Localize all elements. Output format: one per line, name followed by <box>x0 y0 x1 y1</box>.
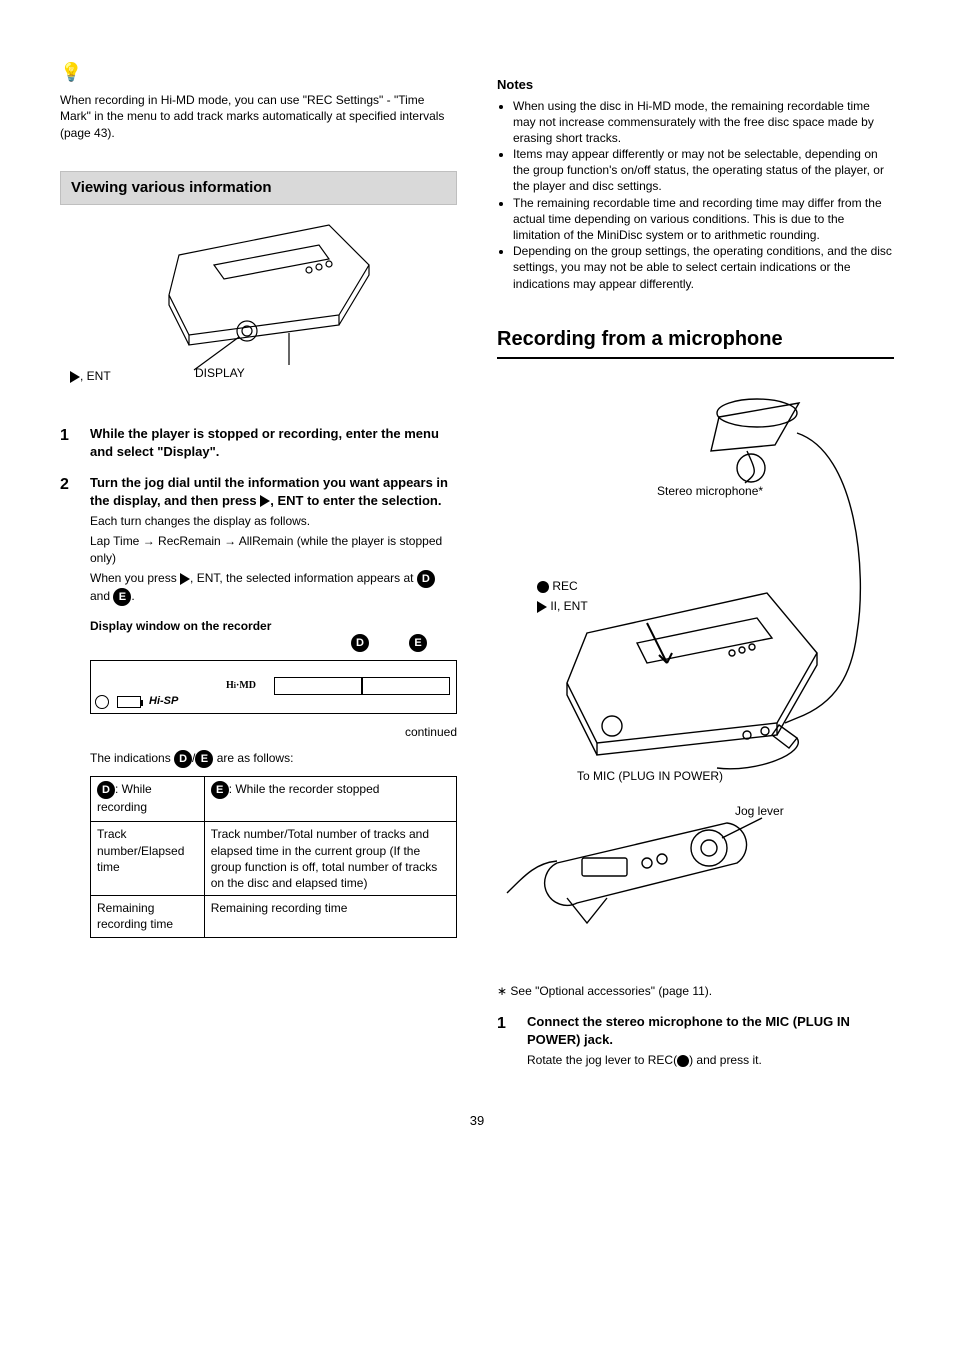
disc-icon <box>95 695 109 709</box>
play-icon <box>70 371 80 383</box>
callout-e-icon: E <box>195 750 213 768</box>
play-icon <box>180 573 190 585</box>
play-ent-label: II, ENT <box>537 598 588 614</box>
step-2: Turn the jog dial until the information … <box>60 474 457 937</box>
hi-sp-label: Hi-SP <box>149 694 178 709</box>
recorder-figure: DISPLAY , ENT <box>60 215 457 415</box>
callout-d-icon: D <box>174 750 192 768</box>
right-step-1: Connect the stereo microphone to the MIC… <box>497 1013 894 1068</box>
play-icon <box>260 495 270 507</box>
table-row: Remaining recording time Remaining recor… <box>91 896 457 937</box>
main-heading: Recording from a microphone <box>497 326 894 359</box>
recorder-svg <box>129 215 389 375</box>
note-item: Items may appear differently or may not … <box>513 146 894 195</box>
mic-figure: Stereo microphone* REC II, ENT To MIC (P… <box>497 373 894 803</box>
table-intro: The indications D/E are as follows: <box>90 750 457 768</box>
mic-jack-label: To MIC (PLUG IN POWER) <box>577 768 757 784</box>
rec-dot-icon <box>537 581 549 593</box>
note-item: The remaining recordable time and record… <box>513 195 894 244</box>
table-head-d: D: While recording <box>91 777 205 822</box>
callout-display: DISPLAY <box>195 365 245 381</box>
press-sentence: When you press , ENT, the selected infor… <box>90 570 457 606</box>
play-icon <box>537 601 547 613</box>
footnote: ∗ See "Optional accessories" (page 11). <box>497 983 894 999</box>
jog-lever-label: Jog lever <box>735 803 784 819</box>
callout-d-icon: D <box>417 570 435 588</box>
table-head-e: E: While the recorder stopped <box>204 777 456 822</box>
callout-e-icon: E <box>409 634 427 652</box>
step-1: While the player is stopped or recording… <box>60 425 457 460</box>
display-icons: Hi-SP <box>95 694 178 709</box>
rotate-instruction: Rotate the jog lever to REC() and press … <box>527 1052 894 1068</box>
display-field-d <box>274 677 362 695</box>
callout-e-icon: E <box>113 588 131 606</box>
hi-md-label: Hi·MD <box>226 679 256 693</box>
info-table: D: While recording E: While the recorder… <box>90 776 457 937</box>
display-window-label: Display window on the recorder <box>90 618 457 634</box>
display-markers: D E <box>90 634 457 652</box>
tip-icon: 💡 <box>60 60 82 84</box>
right-step-list: Connect the stereo microphone to the MIC… <box>497 1013 894 1068</box>
notes-heading: Notes <box>497 76 894 94</box>
tip-paragraph: When recording in Hi-MD mode, you can us… <box>60 92 457 141</box>
callout-d-icon: D <box>351 634 369 652</box>
mic-label: Stereo microphone* <box>657 483 763 499</box>
callout-play-ent: , ENT <box>70 368 111 384</box>
continued-label: continued <box>90 724 457 740</box>
display-seq: Lap Time → RecRemain → AllRemain (while … <box>90 533 457 565</box>
rec-button-label: REC <box>537 578 578 594</box>
callout-e-icon: E <box>211 781 229 799</box>
callout-d-icon: D <box>97 781 115 799</box>
table-row: Track number/Elapsed time Track number/T… <box>91 822 457 896</box>
page-number: 39 <box>60 1112 894 1130</box>
remote-svg <box>497 803 797 963</box>
note-item: When using the disc in Hi-MD mode, the r… <box>513 98 894 147</box>
battery-icon <box>117 696 141 708</box>
note-item: Depending on the group settings, the ope… <box>513 243 894 292</box>
display-field-e <box>362 677 450 695</box>
section-heading: Viewing various information <box>60 171 457 205</box>
notes-list: When using the disc in Hi-MD mode, the r… <box>497 98 894 292</box>
rec-dot-icon <box>677 1055 689 1067</box>
step-list: While the player is stopped or recording… <box>60 425 457 937</box>
display-window: Hi·MD Hi-SP <box>90 660 457 714</box>
remote-figure: Jog lever <box>497 803 894 983</box>
